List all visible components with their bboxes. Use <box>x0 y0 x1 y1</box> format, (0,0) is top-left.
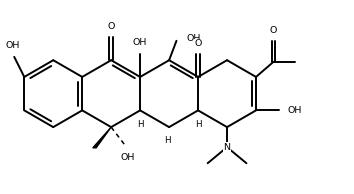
Text: OH: OH <box>5 41 20 49</box>
Text: H: H <box>195 120 201 129</box>
Text: H: H <box>164 136 171 146</box>
Text: OH: OH <box>287 106 302 115</box>
Text: O: O <box>108 23 115 31</box>
Text: OH: OH <box>133 38 147 48</box>
Text: O: O <box>270 26 277 35</box>
Text: OH: OH <box>187 34 201 43</box>
Text: N: N <box>223 143 230 152</box>
Text: H: H <box>137 120 143 129</box>
Text: O: O <box>194 39 202 48</box>
Text: OH: OH <box>121 153 135 162</box>
Polygon shape <box>93 127 111 148</box>
